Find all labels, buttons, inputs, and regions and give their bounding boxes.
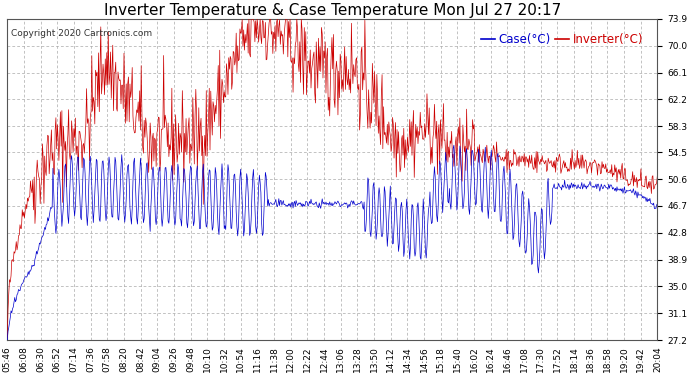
Legend: Case(°C), Inverter(°C): Case(°C), Inverter(°C) xyxy=(476,28,648,51)
Title: Inverter Temperature & Case Temperature Mon Jul 27 20:17: Inverter Temperature & Case Temperature … xyxy=(104,3,561,18)
Text: Copyright 2020 Cartronics.com: Copyright 2020 Cartronics.com xyxy=(10,28,152,38)
